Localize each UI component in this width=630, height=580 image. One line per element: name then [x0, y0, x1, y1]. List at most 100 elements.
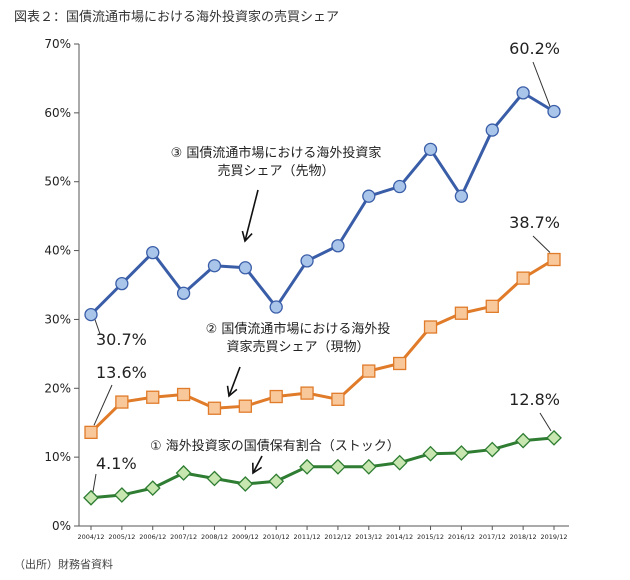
- series-label: 資家売買シェア（現物）: [226, 339, 369, 355]
- series-label-arrow: [244, 189, 259, 242]
- data-point: [176, 387, 191, 402]
- data-point: [391, 454, 408, 471]
- data-point: [238, 261, 252, 275]
- data-point: [115, 276, 129, 291]
- value-label: 38.7%: [509, 213, 560, 232]
- data-point: [454, 306, 469, 320]
- y-tick-label: 60%: [44, 106, 71, 120]
- value-label: 4.1%: [96, 454, 137, 473]
- leader-line: [532, 61, 551, 107]
- value-label: 30.7%: [96, 330, 147, 349]
- series-layer: [83, 86, 562, 506]
- data-point: [546, 429, 562, 446]
- leader-line: [539, 412, 552, 432]
- y-tick-label: 70%: [44, 37, 71, 51]
- y-tick-label: 0%: [52, 519, 71, 533]
- x-tick-label: 2007/12: [170, 533, 197, 541]
- label-layer: 30.7% 60.2% 13.6% 38.7% 4.1% 12.8% ① 海外投資家の国債保…: [92, 39, 560, 492]
- y-tick-label: 10%: [44, 450, 71, 464]
- data-point: [331, 239, 345, 253]
- x-tick-label: 2015/12: [417, 533, 444, 541]
- series-3: [84, 86, 561, 322]
- data-point: [268, 473, 285, 490]
- arrow-head: [241, 230, 253, 243]
- data-point: [484, 441, 501, 458]
- y-tick-label: 40%: [44, 244, 71, 258]
- series-line: [89, 258, 555, 434]
- y-tick-label: 50%: [44, 175, 71, 189]
- series-1: [83, 429, 562, 506]
- data-point: [515, 432, 532, 449]
- data-point: [547, 252, 561, 267]
- y-tick-label: 20%: [44, 381, 71, 395]
- data-point: [238, 399, 252, 413]
- value-label: 13.6%: [96, 363, 147, 382]
- data-point: [83, 489, 99, 506]
- data-point: [84, 307, 98, 322]
- data-point: [300, 386, 314, 400]
- data-point: [84, 425, 98, 440]
- data-point: [423, 320, 438, 334]
- data-point: [360, 458, 377, 475]
- data-point: [362, 364, 376, 378]
- data-point: [547, 104, 561, 119]
- x-tick-label: 2005/12: [108, 533, 135, 541]
- series-label: ② 国債流通市場における海外投: [206, 321, 391, 337]
- data-point: [146, 245, 160, 260]
- arrow-head: [251, 462, 263, 475]
- leader-line: [94, 319, 101, 335]
- data-point: [453, 445, 470, 461]
- data-point: [299, 458, 315, 475]
- data-point: [237, 476, 254, 492]
- data-point: [422, 445, 439, 462]
- x-tick-label: 2019/12: [540, 533, 567, 541]
- series-label-arrow: [252, 455, 263, 474]
- data-point: [393, 356, 407, 371]
- data-point: [485, 299, 499, 313]
- data-point: [516, 271, 530, 285]
- data-point: [115, 395, 129, 409]
- data-point: [362, 189, 376, 203]
- data-point: [516, 86, 530, 100]
- data-point: [269, 300, 283, 314]
- data-point: [207, 401, 222, 415]
- data-point: [113, 487, 130, 503]
- x-tick-label: 2012/12: [324, 533, 351, 541]
- series-label: ① 海外投資家の国債保有割合（ストック）: [150, 438, 400, 454]
- leader-line: [532, 235, 551, 253]
- data-point: [206, 470, 223, 487]
- x-tick-label: 2010/12: [263, 533, 290, 541]
- series-label: 売買シェア（先物）: [217, 163, 334, 179]
- data-point: [393, 179, 407, 194]
- value-label: 60.2%: [509, 39, 560, 58]
- data-point: [423, 142, 438, 157]
- x-tick-label: 2016/12: [448, 533, 475, 541]
- series-2: [84, 252, 561, 440]
- leader-line: [92, 473, 97, 492]
- data-point: [176, 286, 191, 300]
- leader-line: [93, 384, 113, 426]
- data-point: [175, 465, 192, 481]
- series-line: [90, 436, 555, 500]
- source-note: （出所）財務省資料: [14, 558, 113, 571]
- value-label: 12.8%: [509, 390, 560, 409]
- series-line: [89, 91, 555, 316]
- x-tick-label: 2013/12: [355, 533, 382, 541]
- y-tick-label: 30%: [44, 312, 71, 326]
- x-tick-label: 2018/12: [510, 533, 537, 541]
- data-point: [144, 480, 161, 497]
- x-tick-label: 2009/12: [232, 533, 259, 541]
- data-point: [300, 254, 314, 268]
- x-tick-label: 2006/12: [139, 533, 166, 541]
- data-point: [269, 389, 283, 404]
- x-tick-label: 2008/12: [201, 533, 228, 541]
- data-point: [485, 123, 499, 137]
- data-point: [207, 259, 222, 273]
- x-tick-label: 2014/12: [386, 533, 413, 541]
- arrow-head: [226, 385, 238, 398]
- x-tick-label: 2004/12: [77, 533, 104, 541]
- data-point: [331, 392, 345, 406]
- data-point: [454, 189, 469, 203]
- x-tick-label: 2017/12: [479, 533, 506, 541]
